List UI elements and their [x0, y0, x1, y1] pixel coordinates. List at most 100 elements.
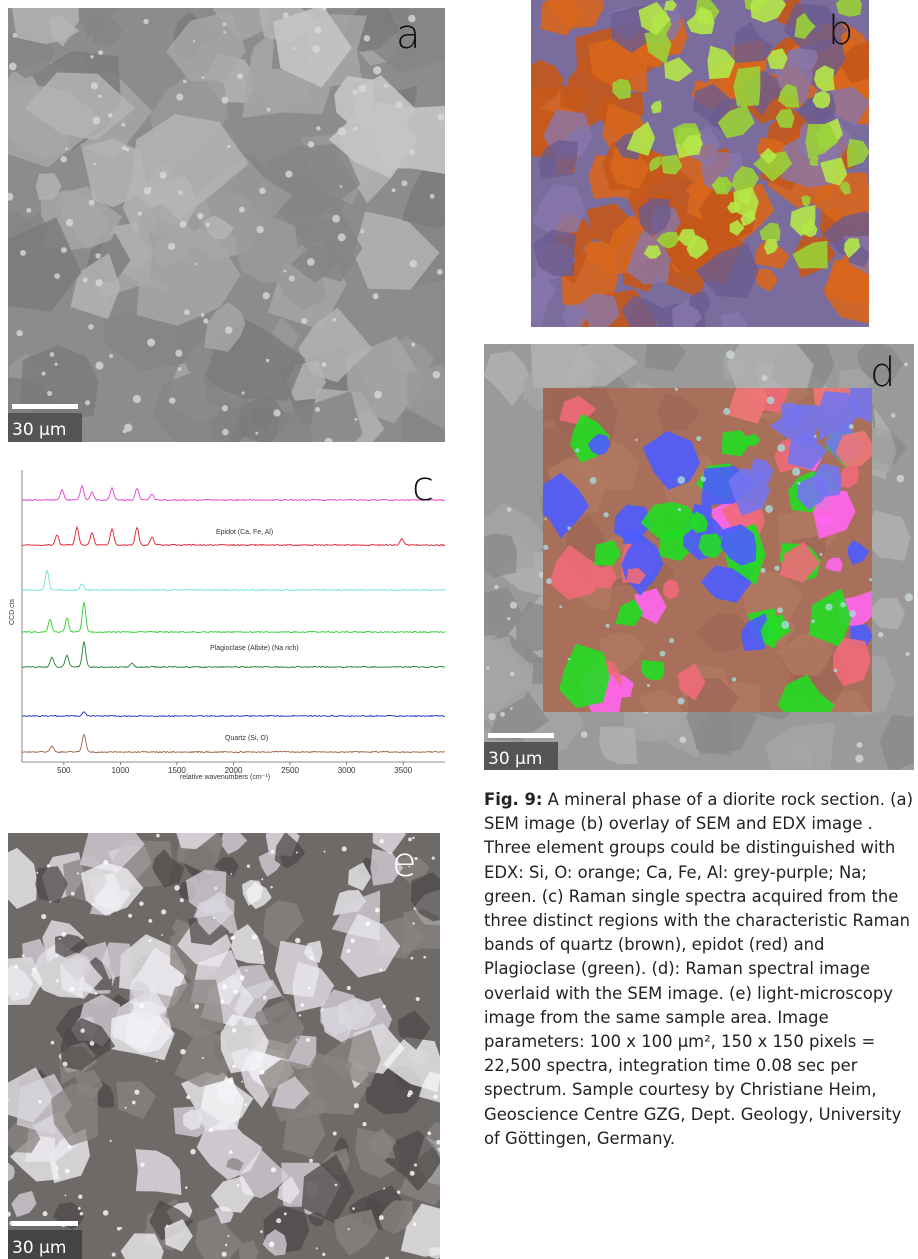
texture: [226, 1157, 244, 1171]
texture: [122, 145, 127, 151]
texture: [567, 526, 571, 530]
texture: [300, 1003, 305, 1007]
texture: [840, 602, 846, 608]
x-tick-label: 2000: [225, 766, 243, 775]
texture: [88, 199, 95, 206]
texture: [690, 511, 708, 534]
texture: [644, 344, 687, 372]
texture: [148, 918, 153, 923]
texture: [754, 238, 790, 270]
texture: [586, 241, 619, 267]
scale-bar-label: 30 µm: [488, 749, 542, 769]
texture: [733, 66, 761, 107]
texture: [848, 424, 854, 430]
spectrum-annotation: Plagioclase (Albite) (Na rich): [210, 645, 299, 652]
texture: [137, 203, 196, 268]
texture: [905, 652, 910, 657]
texture: [46, 864, 51, 868]
texture: [315, 1247, 318, 1250]
texture: [214, 857, 239, 877]
texture: [274, 940, 320, 998]
texture: [196, 1116, 263, 1181]
texture: [700, 565, 752, 603]
texture: [260, 1230, 263, 1234]
texture: [544, 517, 547, 521]
texture: [241, 1080, 244, 1083]
texture: [428, 1246, 440, 1259]
texture: [132, 394, 141, 404]
texture: [178, 190, 183, 195]
texture: [249, 405, 274, 430]
texture: [116, 1081, 157, 1119]
texture: [152, 849, 185, 888]
texture: [358, 84, 367, 93]
texture: [49, 352, 55, 357]
edx-overlay-image: [531, 0, 869, 327]
texture: [533, 229, 576, 276]
texture: [384, 1130, 440, 1192]
texture: [374, 390, 382, 399]
texture: [224, 1243, 228, 1247]
texture: [677, 663, 706, 701]
texture: [12, 32, 18, 38]
texture: [148, 939, 152, 943]
texture: [200, 313, 205, 317]
texture: [400, 1203, 440, 1257]
texture: [194, 1004, 200, 1009]
texture: [122, 429, 127, 434]
texture: [560, 85, 592, 111]
texture: [152, 371, 242, 442]
texture: [717, 104, 755, 139]
texture: [750, 0, 787, 23]
texture: [506, 507, 512, 512]
texture: [610, 147, 651, 189]
texture: [395, 101, 403, 109]
texture: [54, 362, 58, 366]
texture: [147, 338, 156, 347]
texture: [233, 989, 239, 995]
texture: [266, 107, 271, 112]
texture: [119, 934, 187, 998]
texture: [693, 83, 733, 126]
texture: [354, 417, 358, 421]
texture: [352, 1207, 355, 1210]
texture: [531, 285, 547, 327]
texture: [183, 1109, 202, 1131]
light-microscopy-image: [8, 833, 440, 1259]
texture: [322, 8, 327, 11]
texture: [638, 689, 682, 712]
texture: [182, 79, 187, 84]
texture: [322, 1252, 326, 1257]
texture: [752, 268, 779, 292]
texture: [412, 922, 415, 925]
texture: [120, 1233, 164, 1259]
texture: [835, 430, 872, 467]
texture: [212, 8, 272, 41]
texture: [81, 138, 146, 208]
texture: [79, 8, 118, 39]
texture: [418, 1071, 440, 1103]
texture: [98, 94, 102, 99]
texture: [223, 31, 226, 34]
texture: [847, 540, 870, 566]
texture: [41, 371, 46, 376]
texture: [614, 504, 654, 542]
texture: [238, 1240, 259, 1259]
texture: [848, 388, 872, 423]
texture: [179, 220, 187, 228]
texture: [835, 0, 863, 17]
texture: [255, 431, 259, 435]
texture: [904, 593, 913, 602]
texture: [227, 144, 231, 149]
texture: [134, 1089, 140, 1095]
texture: [811, 463, 842, 498]
texture: [759, 222, 781, 242]
texture: [575, 448, 580, 453]
scale-bar-label: 30 µm: [12, 1238, 66, 1258]
texture: [549, 544, 607, 600]
texture: [156, 833, 160, 838]
texture: [24, 72, 136, 141]
texture: [540, 0, 582, 36]
texture: [84, 400, 91, 406]
